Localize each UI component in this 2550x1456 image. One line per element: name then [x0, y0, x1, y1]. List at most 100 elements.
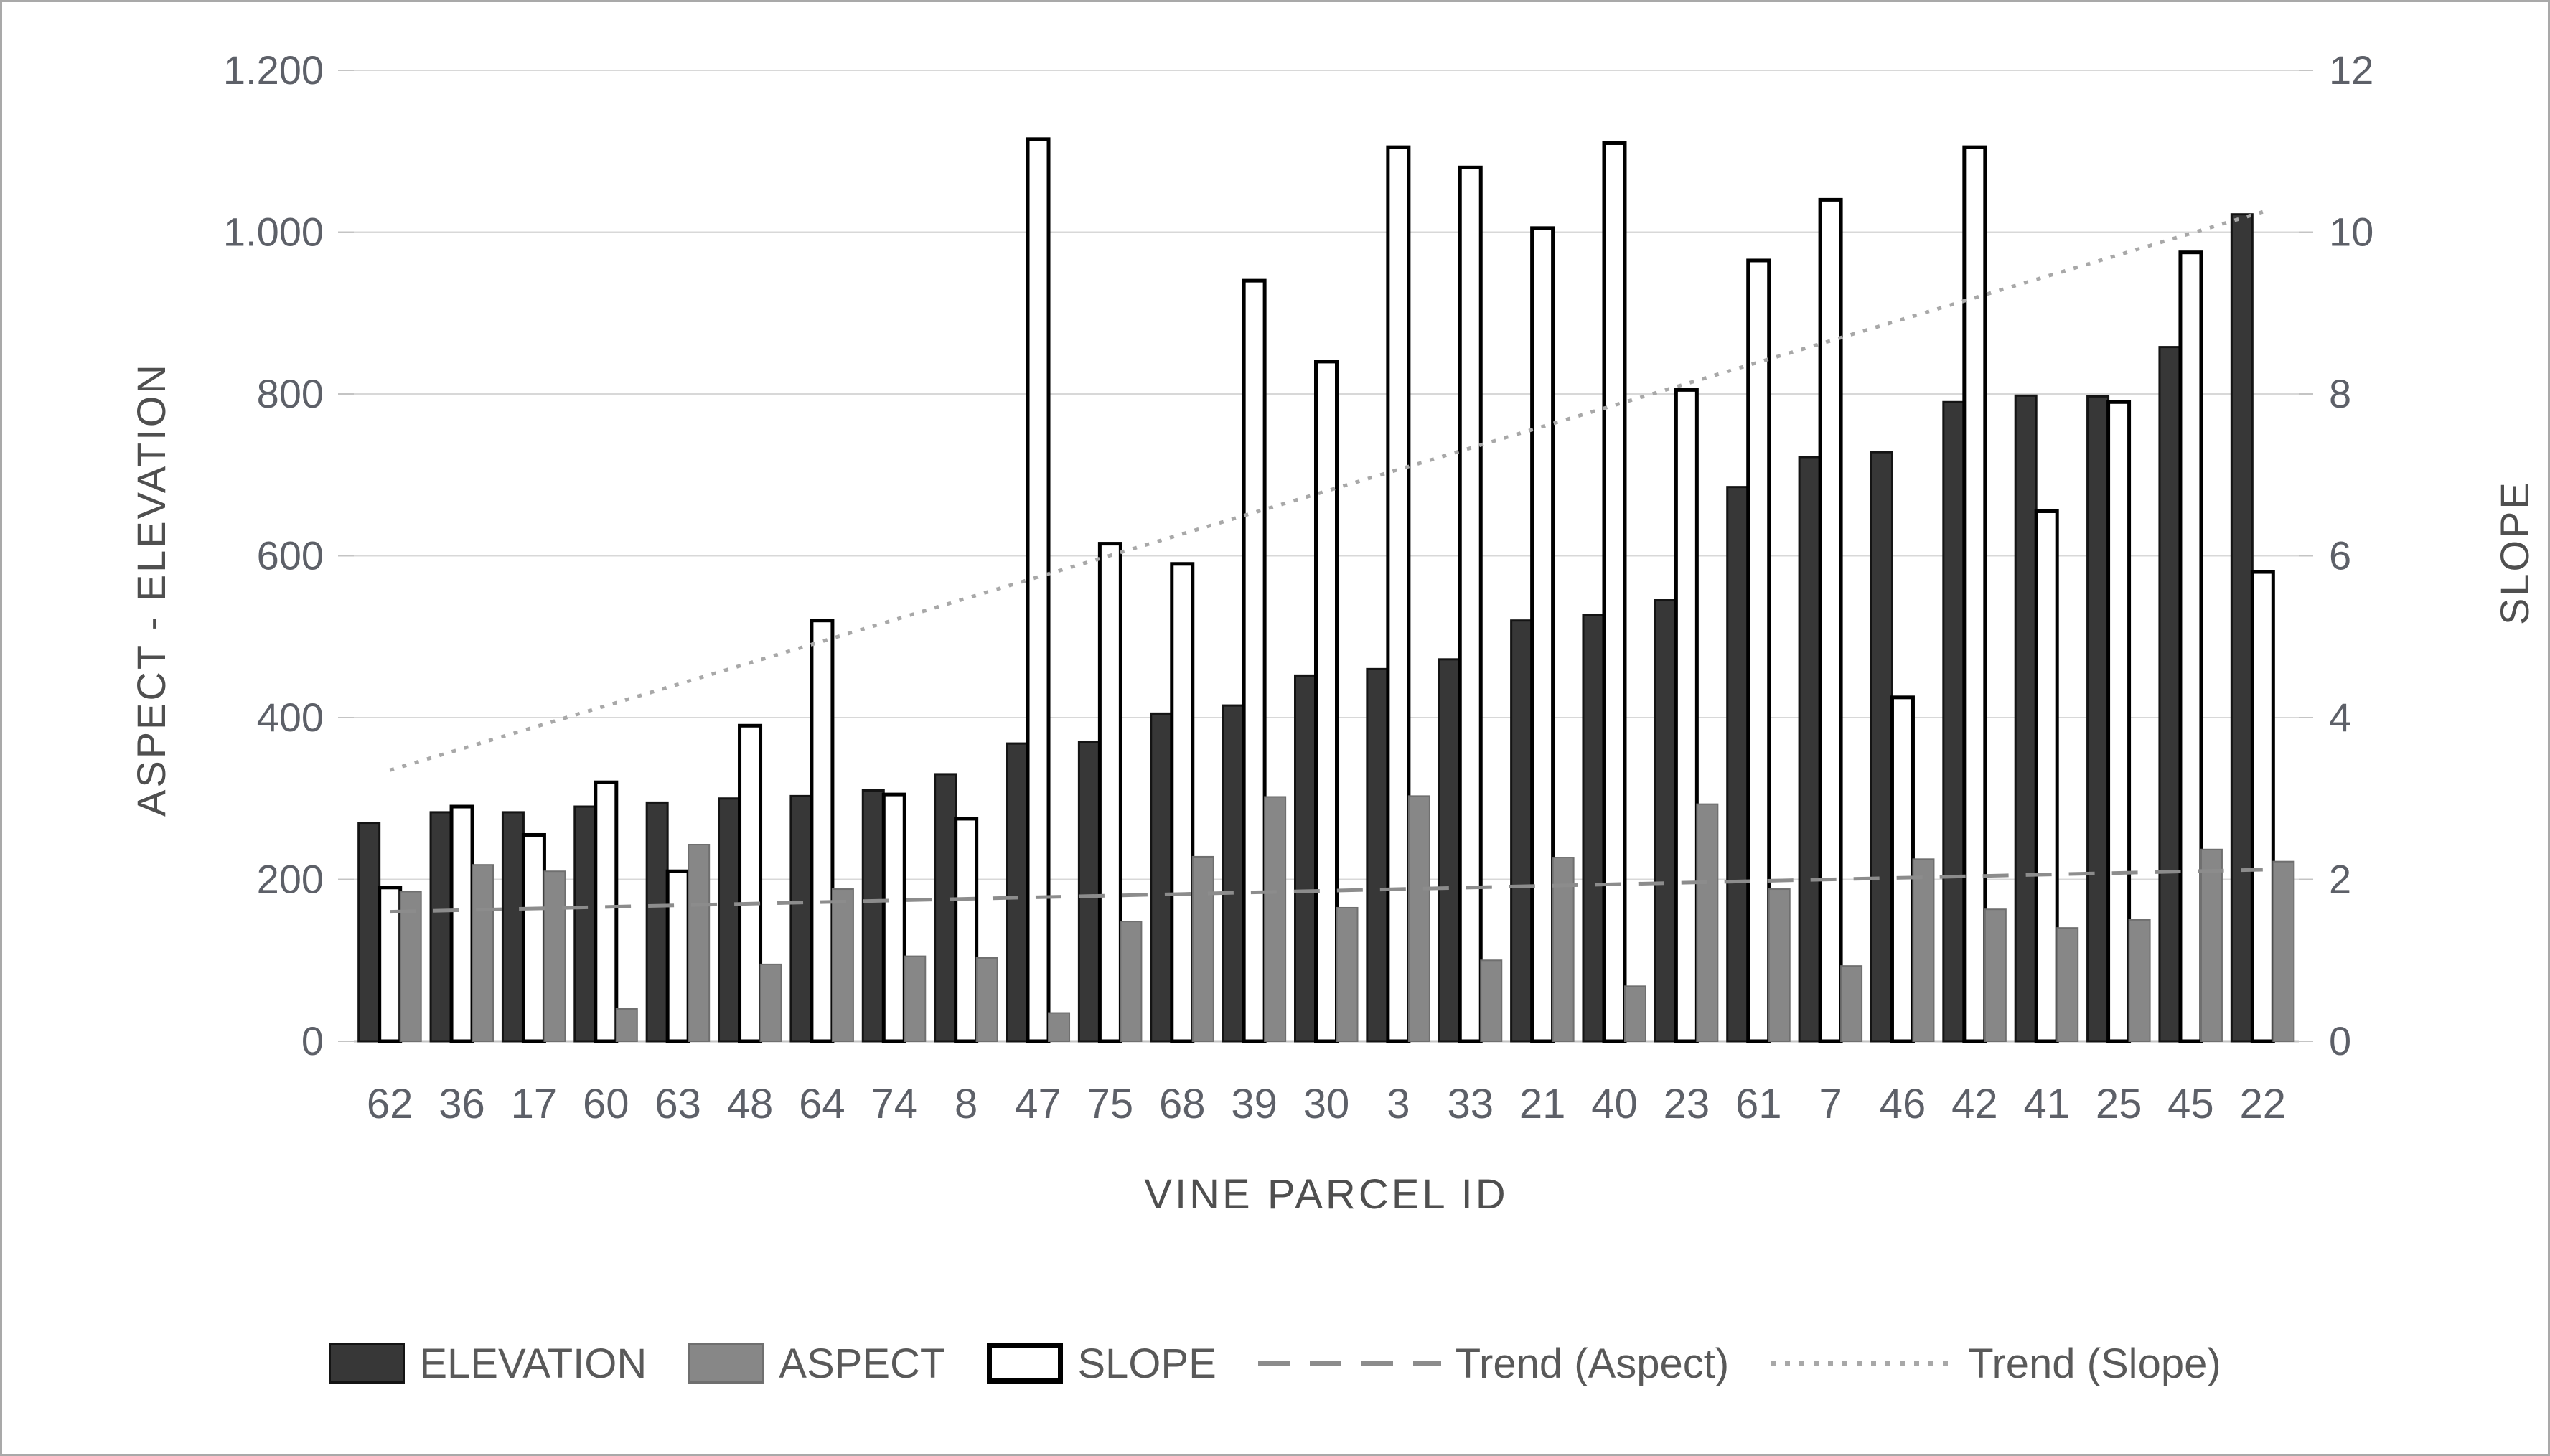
- bar-slope-63: [665, 869, 690, 1043]
- left-axis-tick-label: 400: [257, 695, 324, 740]
- x-axis-tick-label: 33: [1447, 1081, 1494, 1127]
- bar-elevation-40: [1582, 614, 1606, 1043]
- bar-aspect-42: [1984, 908, 2007, 1043]
- bar-elevation-33: [1438, 658, 1461, 1043]
- x-axis-tick-label: 17: [511, 1081, 558, 1127]
- x-axis-tick-label: 45: [2167, 1081, 2214, 1127]
- legend: ELEVATION ASPECT SLOPE Trend (Aspect) Tr…: [2, 1324, 2548, 1403]
- bar-aspect-30: [1336, 906, 1359, 1043]
- legend-item-elevation: ELEVATION: [329, 1340, 647, 1388]
- bar-aspect-46: [1912, 858, 1935, 1042]
- bar-elevation-39: [1222, 704, 1245, 1043]
- legend-label-trend-aspect: Trend (Aspect): [1455, 1340, 1730, 1387]
- x-axis-title: VINE PARCEL ID: [1144, 1171, 1509, 1218]
- bar-slope-40: [1602, 141, 1627, 1043]
- bar-elevation-61: [1726, 486, 1750, 1043]
- x-axis-tick-label: 40: [1591, 1081, 1638, 1127]
- x-axis-tick-label: 21: [1519, 1081, 1566, 1127]
- bar-aspect-75: [1120, 921, 1143, 1042]
- bar-aspect-40: [1623, 985, 1646, 1042]
- bar-slope-48: [738, 723, 763, 1043]
- bar-aspect-64: [831, 888, 854, 1043]
- right-axis-tick-label: 12: [2329, 47, 2373, 93]
- bar-elevation-21: [1510, 619, 1534, 1043]
- bar-aspect-3: [1407, 795, 1430, 1043]
- bar-aspect-7: [1840, 965, 1863, 1042]
- x-axis-tick-label: 3: [1387, 1081, 1410, 1127]
- bar-elevation-47: [1006, 742, 1029, 1043]
- bar-elevation-74: [861, 789, 885, 1043]
- bar-aspect-22: [2272, 860, 2295, 1042]
- x-axis-tick-label: 25: [2096, 1081, 2142, 1127]
- bar-elevation-41: [2014, 394, 2038, 1043]
- bar-elevation-3: [1366, 667, 1389, 1043]
- bar-elevation-45: [2158, 346, 2182, 1043]
- right-axis-title: SLOPE: [2492, 480, 2537, 625]
- bar-slope-33: [1458, 165, 1483, 1043]
- bar-slope-3: [1386, 145, 1411, 1043]
- trend-aspect-line: [390, 868, 2263, 914]
- bar-aspect-23: [1696, 803, 1719, 1042]
- bar-slope-75: [1097, 542, 1122, 1043]
- bar-slope-39: [1242, 278, 1267, 1043]
- bar-elevation-7: [1798, 456, 1822, 1043]
- x-axis-tick-label: 48: [727, 1081, 774, 1127]
- x-axis-tick-label: 64: [799, 1081, 845, 1127]
- bar-slope-45: [2178, 250, 2203, 1043]
- x-axis-tick-label: 47: [1015, 1081, 1061, 1127]
- x-axis-tick-label: 63: [655, 1081, 701, 1127]
- bar-aspect-45: [2200, 848, 2223, 1042]
- legend-item-slope: SLOPE: [987, 1340, 1217, 1388]
- right-axis-tick-label: 2: [2329, 857, 2351, 902]
- bar-elevation-75: [1077, 741, 1101, 1043]
- trend-slope-line: [389, 210, 2264, 772]
- left-axis-tick-label: 800: [257, 371, 324, 416]
- bar-slope-22: [2250, 570, 2275, 1043]
- bar-elevation-22: [2230, 213, 2254, 1043]
- bar-elevation-25: [2086, 395, 2110, 1043]
- bar-slope-47: [1026, 137, 1051, 1043]
- bar-aspect-47: [1048, 1012, 1071, 1042]
- right-axis-tick-label: 8: [2329, 371, 2351, 416]
- right-axis-tick-label: 6: [2329, 533, 2351, 578]
- right-axis-tick-label: 0: [2329, 1018, 2351, 1063]
- bar-aspect-36: [472, 864, 494, 1042]
- x-axis-tick-label: 74: [871, 1081, 918, 1127]
- x-axis-tick-label: 62: [367, 1081, 413, 1127]
- bar-aspect-61: [1768, 888, 1791, 1043]
- bar-slope-46: [1890, 695, 1915, 1043]
- bar-aspect-62: [399, 891, 422, 1042]
- bar-aspect-8: [975, 957, 998, 1043]
- bar-aspect-39: [1264, 796, 1287, 1042]
- bar-elevation-46: [1870, 451, 1893, 1043]
- x-axis-tick-label: 22: [2240, 1081, 2287, 1127]
- legend-item-trend-aspect: Trend (Aspect): [1257, 1340, 1730, 1388]
- right-axis-tick-label: 4: [2329, 695, 2351, 740]
- x-axis-tick-label: 46: [1880, 1081, 1926, 1127]
- x-axis-tick-label: 36: [439, 1081, 485, 1127]
- x-axis-tick-label: 68: [1159, 1081, 1206, 1127]
- x-axis-tick-label: 75: [1087, 1081, 1134, 1127]
- bar-aspect-17: [543, 870, 566, 1042]
- x-axis-tick-label: 41: [2023, 1081, 2070, 1127]
- left-axis-tick-label: 600: [257, 533, 324, 578]
- bar-aspect-60: [615, 1008, 638, 1043]
- right-axis-tick-label: 10: [2329, 210, 2373, 255]
- aspect-swatch-icon: [688, 1343, 765, 1384]
- bar-aspect-68: [1191, 855, 1214, 1043]
- bar-elevation-23: [1654, 599, 1677, 1043]
- left-axis-tick-label: 1.200: [223, 47, 324, 93]
- left-axis-title: ASPECT - ELEVATION: [128, 362, 174, 817]
- bar-slope-8: [954, 817, 979, 1043]
- bar-slope-17: [521, 832, 546, 1043]
- bar-elevation-64: [789, 794, 813, 1043]
- bar-aspect-21: [1552, 857, 1575, 1042]
- bar-slope-61: [1746, 258, 1771, 1043]
- x-axis-tick-label: 61: [1735, 1081, 1782, 1127]
- bar-elevation-17: [501, 811, 525, 1043]
- x-axis-tick-label: 30: [1303, 1081, 1350, 1127]
- bar-slope-7: [1818, 197, 1843, 1043]
- left-axis-tick-label: 0: [301, 1018, 324, 1063]
